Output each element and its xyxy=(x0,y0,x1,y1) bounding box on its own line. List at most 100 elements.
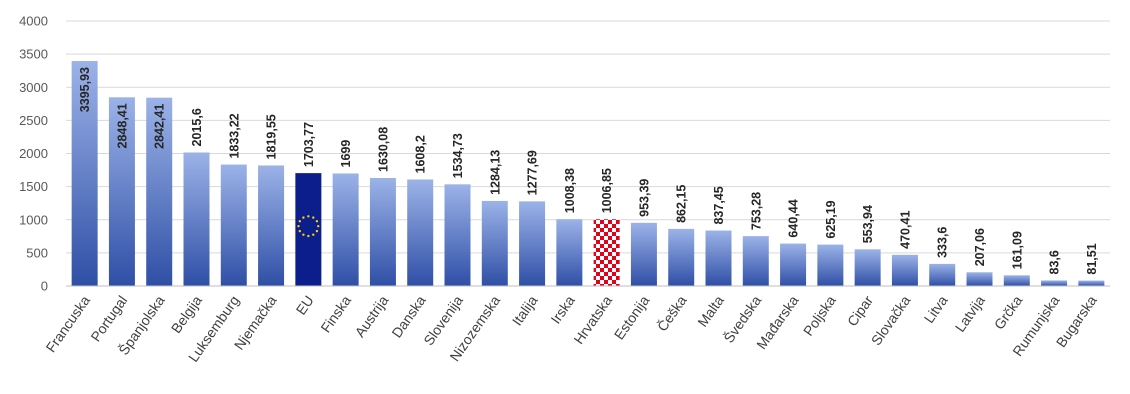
bar xyxy=(556,219,583,286)
bar xyxy=(742,236,769,286)
bar xyxy=(146,97,173,286)
eu-star-icon xyxy=(312,233,315,236)
value-label: 1608,2 xyxy=(414,135,428,173)
value-label: 1703,77 xyxy=(302,122,316,167)
bar xyxy=(183,152,210,286)
x-tick-label: Malta xyxy=(694,292,727,329)
x-tick-label: Italija xyxy=(509,292,541,328)
value-label: 1699 xyxy=(339,140,353,168)
value-label: 1006,85 xyxy=(600,168,614,213)
value-label: 470,41 xyxy=(898,211,912,249)
bar xyxy=(369,178,396,286)
value-label: 1833,22 xyxy=(227,113,241,158)
y-axis-ticks: 0 500 1000 1500 2000 2500 3000 3500 4000 xyxy=(19,14,48,294)
eu-star-icon xyxy=(315,229,319,233)
bar xyxy=(630,222,657,286)
value-label: 1284,13 xyxy=(488,150,502,195)
value-label: 1819,55 xyxy=(265,114,279,159)
y-tick-label: 2500 xyxy=(19,113,48,128)
value-label: 161,09 xyxy=(1010,231,1024,269)
x-tick-label: Cipar xyxy=(844,292,876,329)
x-tick-label: Irska xyxy=(547,292,578,326)
bar xyxy=(705,230,732,286)
x-tick-label: Finska xyxy=(317,292,354,335)
bar xyxy=(407,179,434,286)
bar xyxy=(108,97,135,286)
bar xyxy=(258,165,285,286)
value-label: 1630,08 xyxy=(376,127,390,172)
x-tick-label: Češka xyxy=(654,292,690,334)
value-label: 1008,38 xyxy=(563,168,577,213)
x-tick-label: Latvija xyxy=(952,292,988,335)
value-label: 81,51 xyxy=(1085,243,1099,274)
bar xyxy=(1041,280,1068,286)
value-label: 2015,6 xyxy=(190,108,204,146)
value-label: 2842,41 xyxy=(153,104,167,149)
eu-star-icon xyxy=(298,229,302,233)
value-label: 83,6 xyxy=(1048,250,1062,274)
bar xyxy=(1003,275,1030,286)
x-tick-label: Grčka xyxy=(991,292,1026,332)
bar xyxy=(1078,280,1105,286)
x-tick-label: Poljska xyxy=(800,292,839,338)
x-tick-label: Austrija xyxy=(352,292,392,340)
eu-star-icon xyxy=(297,224,300,228)
eu-star-icon xyxy=(315,220,319,223)
value-label: 1534,73 xyxy=(451,133,465,178)
eu-star-icon xyxy=(298,220,302,223)
eu-star-icon xyxy=(317,224,320,228)
bar xyxy=(966,272,993,286)
bar xyxy=(817,244,844,286)
value-label: 953,39 xyxy=(637,179,651,217)
value-label: 207,06 xyxy=(973,228,987,266)
y-tick-label: 3000 xyxy=(19,80,48,95)
eu-star-icon xyxy=(307,234,310,238)
value-label: 2848,41 xyxy=(115,103,129,148)
bar xyxy=(444,184,471,286)
value-label: 1277,69 xyxy=(526,150,540,195)
value-label: 553,94 xyxy=(861,205,875,243)
bar xyxy=(780,243,807,286)
eu-star-icon xyxy=(312,216,315,219)
x-tick-label: Estonija xyxy=(611,292,653,342)
eu-star-icon xyxy=(302,233,305,236)
y-tick-label: 4000 xyxy=(19,14,48,29)
eu-star-icon xyxy=(302,216,305,219)
bar xyxy=(668,228,695,286)
eu-star-icon xyxy=(307,215,310,218)
y-tick-label: 1500 xyxy=(19,179,48,194)
bar xyxy=(332,173,359,286)
y-tick-label: 3500 xyxy=(19,47,48,62)
value-label: 862,15 xyxy=(675,185,689,223)
bar-croatian-checkerboard xyxy=(593,219,620,286)
x-tick-label: Litva xyxy=(921,292,951,326)
bar xyxy=(854,249,881,286)
bar xyxy=(481,200,508,286)
value-label: 640,44 xyxy=(787,199,801,237)
x-tick-label: Danska xyxy=(388,292,428,340)
x-tick-label: Francuska xyxy=(43,292,94,355)
bar-eu-flag xyxy=(295,173,322,286)
x-tick-label: Hrvatska xyxy=(570,292,615,347)
bars xyxy=(71,61,1105,286)
y-tick-label: 0 xyxy=(41,279,48,294)
value-label: 333,6 xyxy=(936,227,950,258)
value-label: 625,19 xyxy=(824,200,838,238)
value-label: 3395,93 xyxy=(78,67,92,112)
bar xyxy=(891,254,918,286)
y-tick-label: 1000 xyxy=(19,212,48,227)
value-label: 753,28 xyxy=(749,192,763,230)
bar xyxy=(519,201,546,286)
value-label: 837,45 xyxy=(712,186,726,224)
bar xyxy=(929,263,956,286)
bar xyxy=(295,173,322,286)
bar xyxy=(220,164,247,286)
y-tick-label: 500 xyxy=(26,245,48,260)
x-tick-label: EU xyxy=(293,293,317,318)
bar xyxy=(71,61,98,286)
y-tick-label: 2000 xyxy=(19,146,48,161)
x-tick-label: Belgija xyxy=(168,292,205,336)
value-labels: 3395,93 2848,41 2842,41 2015,6 1833,22 1819,5… xyxy=(78,67,1099,275)
